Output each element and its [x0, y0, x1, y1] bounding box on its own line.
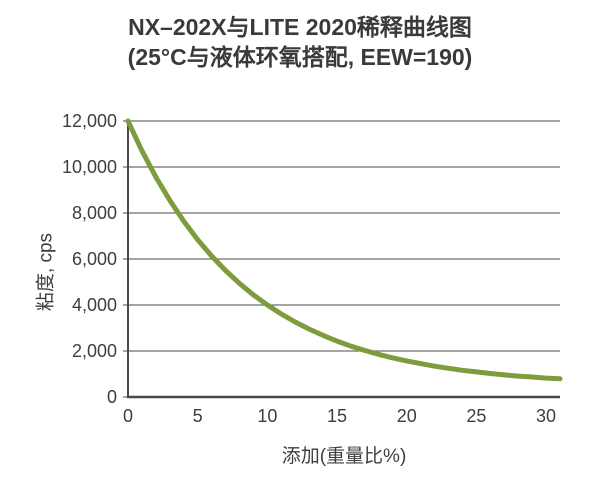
x-tick-label: 30: [536, 406, 557, 426]
y-tick-label: 4,000: [71, 295, 117, 315]
x-tick-label: 20: [396, 406, 417, 426]
x-tick-label: 0: [122, 406, 134, 426]
y-axis-label: 粘度, cps: [35, 232, 57, 312]
x-tick-label: 15: [327, 406, 348, 426]
y-tick-label: 2,000: [71, 341, 117, 361]
viscosity-curve: [125, 118, 563, 382]
y-tick-label: 8,000: [71, 203, 117, 223]
chart-title-line2: (25°C与液体环氧搭配, EEW=190): [127, 44, 473, 70]
y-tick-label: 0: [106, 387, 117, 407]
chart-title: NX–202X与LITE 2020稀释曲线图 (25°C与液体环氧搭配, EEW…: [0, 12, 600, 72]
x-tick-label: 10: [257, 406, 278, 426]
x-axis-label: 添加(重量比%): [281, 446, 407, 467]
chart-title-line1: NX–202X与LITE 2020稀释曲线图: [128, 14, 472, 40]
y-tick-label: 6,000: [71, 249, 117, 269]
y-tick-label: 12,000: [61, 111, 117, 131]
y-tick-label: 10,000: [61, 157, 117, 177]
x-tick-label: 25: [466, 406, 487, 426]
x-tick-label: 5: [192, 406, 203, 426]
